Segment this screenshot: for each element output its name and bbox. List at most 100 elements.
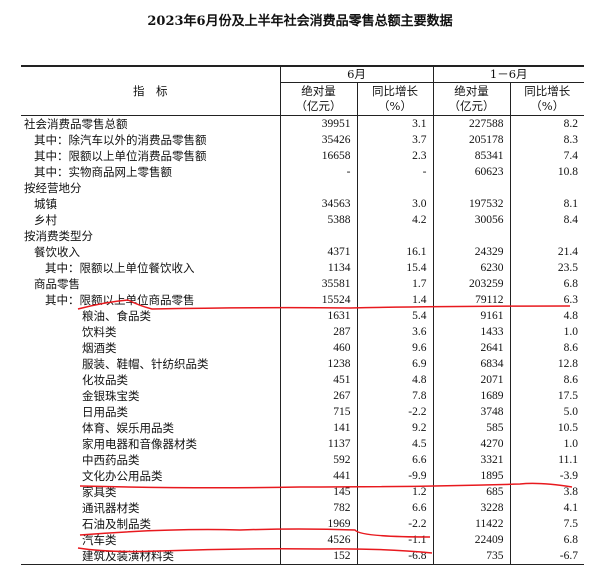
h1-abs-cell: 79112 [432, 292, 510, 308]
june-abs-cell: 782 [279, 500, 357, 516]
retail-sales-table: 指 标 6月 1－6月 绝对量 （亿元） 同比增长 （%） 绝对量 （亿元） 同比增长… [21, 65, 584, 565]
june-yoy-cell: 16.1 [356, 244, 433, 260]
row-label: 其中：限额以上单位商品零售 [45, 293, 195, 307]
row-label: 按消费类型分 [24, 229, 93, 243]
h1-abs-cell: 1433 [432, 324, 510, 340]
june-yoy-cell: -2.2 [356, 516, 433, 532]
june-abs-cell: - [279, 164, 357, 180]
h1-abs-cell: 6834 [432, 356, 510, 372]
june-yoy-cell: 5.4 [356, 308, 433, 324]
june-abs-cell: 4371 [279, 244, 357, 260]
row-label: 粮油、食品类 [82, 309, 151, 323]
june-abs-cell: 460 [279, 340, 357, 356]
h1-yoy-cell: 8.6 [509, 372, 584, 388]
h1-abs-cell: 22409 [432, 532, 510, 548]
table-row: 烟酒类 460 9.6 2641 8.6 [21, 340, 584, 356]
h1-abs-cell: 203259 [432, 276, 510, 292]
table-row: 建筑及装潢材料类 152 -6.8 735 -6.7 [21, 548, 584, 565]
h1-yoy-cell: 3.8 [509, 484, 584, 500]
table-row: 粮油、食品类 1631 5.4 9161 4.8 [21, 308, 584, 324]
table-row: 社会消费品零售总额 39951 3.1 227588 8.2 [21, 115, 584, 132]
table-row: 其中：限额以上单位商品零售 15524 1.4 79112 6.3 [21, 292, 584, 308]
table-row: 其中：实物商品网上零售额 - -60623 10.8 [21, 164, 584, 180]
june-yoy-cell: 4.2 [356, 212, 433, 228]
jan-jun-header: 1－6月 [432, 66, 584, 83]
june-yoy-cell: 9.6 [356, 340, 433, 356]
h1-yoy-cell: 4.1 [509, 500, 584, 516]
h1-yoy-cell: 23.5 [509, 260, 584, 276]
june-yoy-cell: 15.4 [356, 260, 433, 276]
row-label: 餐饮收入 [34, 245, 80, 259]
table-row: 体育、娱乐用品类 141 9.2 585 10.5 [21, 420, 584, 436]
h1-yoy-cell: 8.2 [509, 115, 584, 132]
row-label: 汽车类 [82, 533, 117, 547]
june-abs-cell: 1238 [279, 356, 357, 372]
h1-yoy-cell: 5.0 [509, 404, 584, 420]
june-abs-cell: 35581 [279, 276, 357, 292]
h1-abs-cell: 4270 [432, 436, 510, 452]
h1-abs-cell [432, 180, 510, 196]
indicator-header: 指 标 [21, 66, 280, 116]
h1-abs-cell: 585 [432, 420, 510, 436]
h1-yoy-cell: 6.8 [509, 276, 584, 292]
row-label: 社会消费品零售总额 [24, 117, 128, 131]
table-row: 中西药品类 592 6.6 3321 11.1 [21, 452, 584, 468]
h1-abs-cell: 6230 [432, 260, 510, 276]
table-row: 石油及制品类 1969 -2.2 11422 7.5 [21, 516, 584, 532]
row-label: 城镇 [34, 197, 57, 211]
row-label: 家具类 [82, 485, 117, 499]
table-row: 乡村 5388 4.2 30056 8.4 [21, 212, 584, 228]
june-yoy-cell: 9.2 [356, 420, 433, 436]
june-abs-cell: 267 [279, 388, 357, 404]
row-label: 建筑及装潢材料类 [82, 549, 174, 563]
table-row: 按经营地分 [21, 180, 584, 196]
h1-yoy-cell: 17.5 [509, 388, 584, 404]
june-yoy-cell: 3.0 [356, 196, 433, 212]
row-label: 化妆品类 [82, 373, 128, 387]
row-label: 体育、娱乐用品类 [82, 421, 174, 435]
june-abs-cell: 715 [279, 404, 357, 420]
row-label: 按经营地分 [24, 181, 82, 195]
h1-abs-header: 绝对量 （亿元） [432, 82, 510, 116]
table-row: 汽车类 4526 -1.1 22409 6.8 [21, 532, 584, 548]
h1-abs-cell [432, 228, 510, 244]
june-yoy-cell: 3.7 [356, 132, 433, 148]
h1-abs-cell: 1895 [432, 468, 510, 484]
row-label: 通讯器材类 [82, 501, 140, 515]
june-header: 6月 [279, 66, 433, 83]
h1-abs-cell: 735 [432, 548, 510, 565]
table-row: 其中：除汽车以外的消费品零售额 35426 3.7 205178 8.3 [21, 132, 584, 148]
row-label: 石油及制品类 [82, 517, 151, 531]
row-label: 饮料类 [82, 325, 117, 339]
h1-abs-cell: 197532 [432, 196, 510, 212]
h1-yoy-cell: 8.6 [509, 340, 584, 356]
h1-yoy-cell: 10.8 [509, 164, 584, 180]
h1-abs-cell: 2071 [432, 372, 510, 388]
june-abs-cell [279, 180, 357, 196]
june-yoy-cell: 3.6 [356, 324, 433, 340]
h1-yoy-cell: 6.3 [509, 292, 584, 308]
june-yoy-cell [356, 180, 433, 196]
june-yoy-cell: 4.5 [356, 436, 433, 452]
june-yoy-cell: 6.6 [356, 500, 433, 516]
june-abs-cell: 141 [279, 420, 357, 436]
row-label: 其中：限额以上单位餐饮收入 [45, 261, 195, 275]
h1-yoy-header: 同比增长 （%） [509, 82, 584, 116]
june-abs-cell: 35426 [279, 132, 357, 148]
h1-abs-cell: 11422 [432, 516, 510, 532]
h1-abs-cell: 30056 [432, 212, 510, 228]
h1-abs-cell: 3228 [432, 500, 510, 516]
june-yoy-cell: 1.7 [356, 276, 433, 292]
table-row: 商品零售 35581 1.7 203259 6.8 [21, 276, 584, 292]
page-title: 2023年6月份及上半年社会消费品零售总额主要数据 [147, 14, 453, 29]
june-abs-cell: 39951 [279, 115, 357, 132]
june-yoy-cell: -9.9 [356, 468, 433, 484]
h1-abs-cell: 2641 [432, 340, 510, 356]
h1-yoy-cell: 12.8 [509, 356, 584, 372]
row-label: 日用品类 [82, 405, 128, 419]
row-label: 中西药品类 [82, 453, 140, 467]
june-abs-header: 绝对量 （亿元） [279, 82, 357, 116]
june-abs-cell: 15524 [279, 292, 357, 308]
june-yoy-cell: 6.9 [356, 356, 433, 372]
june-abs-cell: 287 [279, 324, 357, 340]
